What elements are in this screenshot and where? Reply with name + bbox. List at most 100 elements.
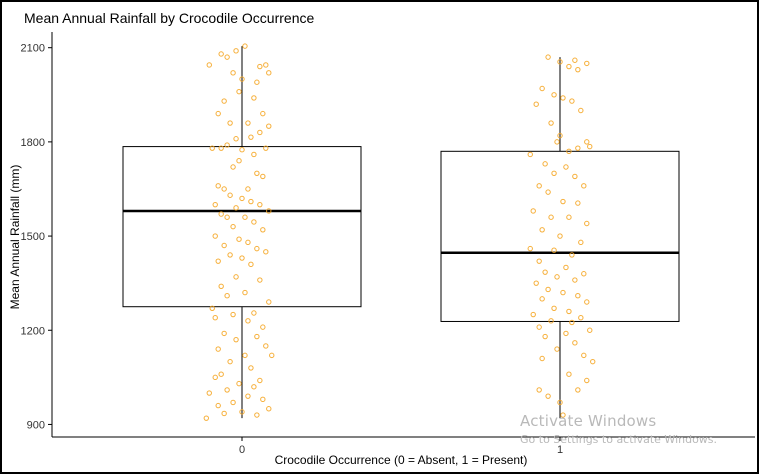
data-point <box>203 415 210 421</box>
data-point <box>218 371 224 377</box>
data-point <box>578 314 584 321</box>
data-point <box>254 79 260 85</box>
data-point <box>536 324 542 330</box>
data-point <box>557 59 563 65</box>
data-point <box>557 132 563 139</box>
data-point <box>236 88 242 95</box>
data-point <box>569 252 575 258</box>
data-point <box>215 183 221 189</box>
data-point <box>539 355 545 362</box>
data-point <box>221 410 227 417</box>
data-point <box>548 214 554 220</box>
data-point <box>230 399 236 406</box>
data-point <box>221 242 227 249</box>
data-point <box>212 374 218 381</box>
data-point <box>269 352 275 359</box>
data-point <box>572 277 578 283</box>
y-axis-label: Mean Annual Rainfall (mm) <box>8 165 22 310</box>
data-point <box>545 286 551 293</box>
data-point <box>551 170 557 176</box>
data-point <box>257 201 263 208</box>
data-point <box>527 151 533 158</box>
data-point <box>242 43 248 49</box>
data-point <box>536 258 542 264</box>
data-point <box>560 198 566 205</box>
data-point <box>584 377 590 384</box>
data-point <box>239 147 245 153</box>
data-point <box>236 158 242 164</box>
data-point <box>584 60 590 67</box>
data-point <box>218 51 224 57</box>
data-point <box>569 319 575 326</box>
box <box>440 150 680 322</box>
data-point <box>209 145 215 151</box>
data-point <box>248 198 254 205</box>
data-point <box>215 346 221 352</box>
data-point <box>563 264 569 271</box>
data-point <box>260 227 266 233</box>
data-point <box>224 54 230 60</box>
data-point <box>263 249 269 255</box>
data-point <box>221 98 227 104</box>
data-point <box>548 318 554 324</box>
data-point <box>224 214 230 220</box>
data-point <box>248 134 254 140</box>
data-point <box>536 183 542 189</box>
jitter-points <box>203 43 596 421</box>
data-point <box>254 412 260 418</box>
data-point <box>545 189 551 195</box>
data-point <box>248 365 254 371</box>
data-point <box>542 161 548 167</box>
data-point <box>590 358 596 365</box>
y-tick-label: 1200 <box>21 325 45 337</box>
data-point <box>575 145 581 151</box>
data-point <box>587 327 593 333</box>
data-point <box>257 277 263 283</box>
data-point <box>260 324 266 330</box>
data-point <box>245 318 251 324</box>
data-point <box>551 92 557 98</box>
data-point <box>263 145 269 151</box>
data-point <box>533 280 539 286</box>
data-point <box>254 170 260 176</box>
data-point <box>557 399 563 406</box>
data-point <box>578 239 584 246</box>
data-point <box>554 274 560 280</box>
data-point <box>242 352 248 359</box>
data-point <box>266 208 272 214</box>
data-point <box>230 311 236 318</box>
data-point <box>236 236 242 242</box>
data-point <box>581 183 587 189</box>
data-point <box>539 85 545 92</box>
data-point <box>560 289 566 296</box>
data-point <box>233 205 239 211</box>
data-point <box>239 255 245 261</box>
data-point <box>530 208 536 214</box>
data-point <box>572 57 578 63</box>
data-point <box>227 192 233 198</box>
box <box>122 146 362 308</box>
data-point <box>551 305 557 311</box>
data-point <box>236 380 242 387</box>
data-point <box>221 186 227 192</box>
data-point <box>215 258 221 264</box>
y-tick-label: 1500 <box>21 231 45 243</box>
data-point <box>260 396 266 403</box>
data-point <box>245 239 251 246</box>
data-point <box>536 387 542 393</box>
data-point <box>230 223 236 230</box>
data-point <box>212 201 218 208</box>
data-point <box>254 333 260 340</box>
data-point <box>566 308 572 315</box>
data-point <box>218 145 224 151</box>
data-point <box>572 340 578 346</box>
x-tick-label: 0 <box>239 444 245 456</box>
data-point <box>230 70 236 76</box>
data-point <box>266 70 272 76</box>
data-point <box>242 289 248 296</box>
boxes <box>122 46 680 419</box>
data-point <box>227 252 233 258</box>
data-point <box>587 143 593 150</box>
data-point <box>233 136 239 142</box>
